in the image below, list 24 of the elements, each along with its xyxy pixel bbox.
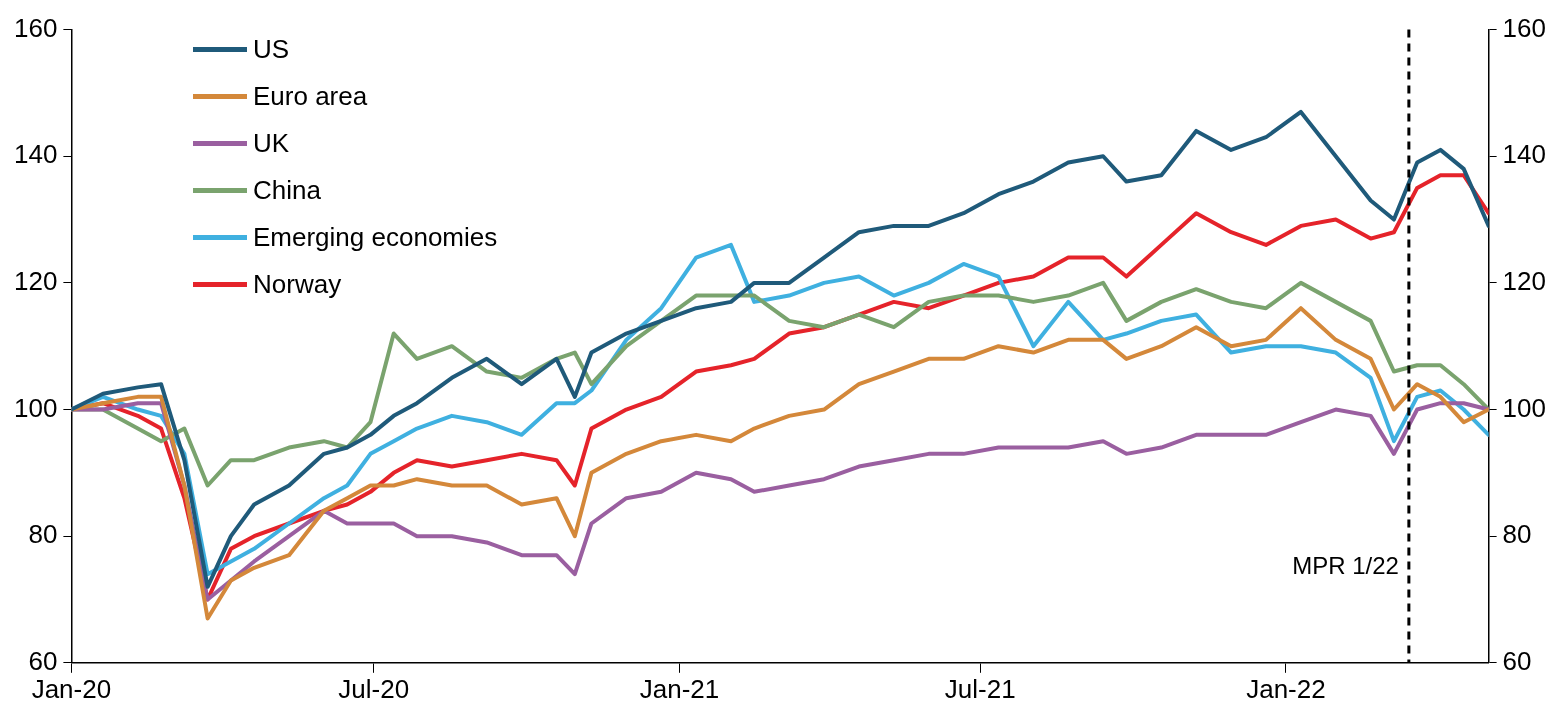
legend-label: US	[253, 34, 290, 65]
legend-label: Norway	[253, 269, 342, 300]
y2-tick-label: 60	[1502, 645, 1532, 676]
y2-tick-label: 100	[1502, 392, 1547, 423]
y2-tick-label: 120	[1502, 266, 1547, 297]
legend-label: China	[253, 175, 321, 206]
x-tick-label: Jul-20	[338, 673, 410, 704]
legend-label: UK	[253, 128, 290, 159]
y-tick-label: 60	[28, 645, 58, 676]
y-tick-label: 120	[13, 266, 58, 297]
y2-tick-label: 80	[1502, 519, 1532, 550]
y-tick-label: 100	[13, 392, 58, 423]
y2-tick-label: 140	[1502, 139, 1547, 170]
x-tick-label: Jul-21	[944, 673, 1016, 704]
ref-line-label: MPR 1/22	[1292, 552, 1399, 580]
x-tick-label: Jan-20	[31, 673, 112, 704]
y-tick-label: 140	[13, 139, 58, 170]
y-tick-label: 160	[13, 12, 58, 43]
y2-tick-label: 160	[1502, 12, 1547, 43]
x-tick-label: Jan-21	[639, 673, 720, 704]
legend-label: Emerging economies	[253, 222, 498, 253]
y-tick-label: 80	[28, 519, 58, 550]
legend-label: Euro area	[253, 81, 368, 112]
x-tick-label: Jan-22	[1246, 673, 1326, 704]
